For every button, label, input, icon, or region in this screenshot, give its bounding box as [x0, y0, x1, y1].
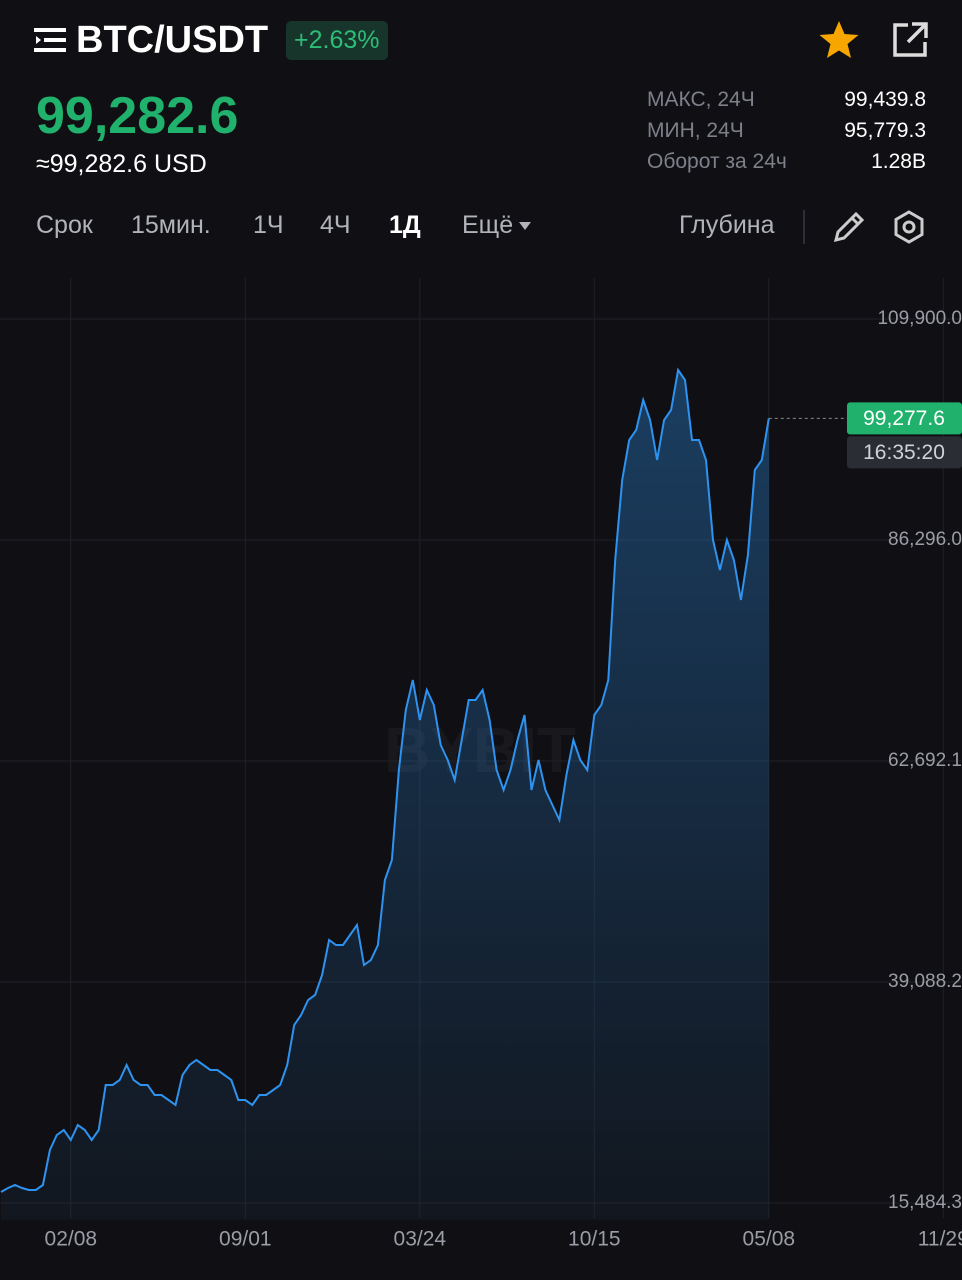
- last-price: 99,282.6: [36, 87, 239, 145]
- price-line: [0, 367, 770, 1193]
- stat-label: МИН, 24Ч: [647, 119, 744, 142]
- interval-tab[interactable]: 1Д: [389, 211, 421, 239]
- stat-label: Оборот за 24ч: [647, 150, 787, 173]
- settings-icon[interactable]: [892, 210, 926, 244]
- depth-tab[interactable]: Глубина: [679, 211, 775, 239]
- draw-icon[interactable]: [832, 210, 866, 244]
- last-price-label: 99,277.6: [863, 407, 945, 430]
- stat-label: МАКС, 24Ч: [647, 88, 755, 111]
- usd-price: ≈99,282.6 USD: [36, 150, 207, 178]
- y-tick-label: 86,296.0: [888, 529, 962, 550]
- stat-value: 99,439.8: [844, 88, 926, 111]
- share-icon[interactable]: [890, 20, 930, 60]
- interval-tab[interactable]: 1Ч: [253, 211, 284, 239]
- x-tick-label: 03/24: [394, 1228, 447, 1251]
- last-price-tag: [847, 402, 962, 435]
- y-tick-label: 39,088.2: [888, 971, 962, 992]
- y-tick-label: 109,900.0: [877, 308, 962, 329]
- favorite-star[interactable]: [818, 20, 860, 60]
- x-tick-label: 10/15: [568, 1228, 621, 1251]
- x-tick-label: 09/01: [219, 1228, 272, 1251]
- interval-tab[interactable]: 4Ч: [320, 211, 351, 239]
- stat-value: 1.28B: [871, 150, 926, 173]
- dropdown-caret: [519, 222, 532, 231]
- pair[interactable]: BTC/USDT: [76, 19, 269, 61]
- countdown-label: 16:35:20: [863, 441, 945, 464]
- menu-icon[interactable]: [34, 27, 66, 53]
- y-tick-label: 62,692.1: [888, 750, 962, 771]
- interval-tab[interactable]: 15мин.: [131, 211, 211, 239]
- change-badge: +2.63%: [286, 21, 388, 60]
- stat-value: 95,779.3: [844, 119, 926, 142]
- x-tick-label: 11/29: [918, 1228, 962, 1251]
- area: [1, 370, 769, 1220]
- countdown-tag: [847, 436, 962, 469]
- x-tick-label: 05/08: [743, 1228, 796, 1251]
- divider: [803, 210, 805, 244]
- y-tick-label: 15,484.3: [888, 1192, 962, 1213]
- x-tick-label: 02/08: [45, 1228, 98, 1251]
- interval-tab[interactable]: Ещё: [462, 211, 532, 240]
- interval-tab[interactable]: Срок: [36, 211, 93, 239]
